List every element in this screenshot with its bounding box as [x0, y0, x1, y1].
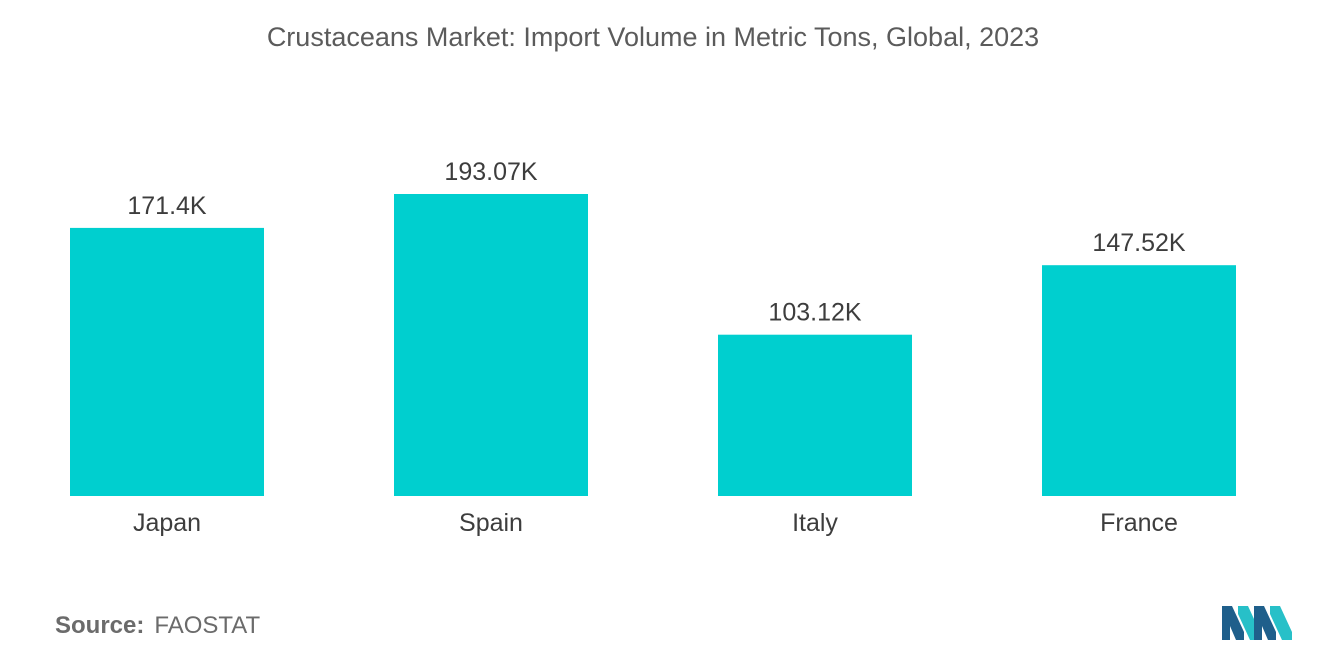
value-label-japan: 171.4K — [127, 192, 207, 220]
category-label-italy: Italy — [792, 509, 838, 537]
category-labels-layer: Japan Spain Italy France — [133, 509, 1178, 537]
source-note: Source: FAOSTAT — [55, 612, 260, 640]
category-label-japan: Japan — [133, 509, 201, 537]
bar-spain — [394, 194, 588, 496]
category-label-spain: Spain — [459, 509, 523, 537]
value-label-spain: 193.07K — [444, 158, 537, 186]
chart-title: Crustaceans Market: Import Volume in Met… — [266, 22, 1040, 52]
mordor-intelligence-logo-icon — [1222, 606, 1292, 640]
value-label-italy: 103.12K — [768, 299, 861, 327]
category-label-france: France — [1100, 509, 1178, 537]
bar-france — [1042, 265, 1236, 496]
bar-japan — [70, 227, 264, 496]
source-label: Source: — [55, 612, 145, 639]
value-label-france: 147.52K — [1092, 229, 1185, 257]
value-labels-layer: 171.4K 193.07K 103.12K 147.52K — [127, 158, 1186, 327]
source-value: FAOSTAT — [154, 612, 261, 639]
bars-layer — [70, 194, 1236, 496]
bar-italy — [718, 334, 912, 496]
